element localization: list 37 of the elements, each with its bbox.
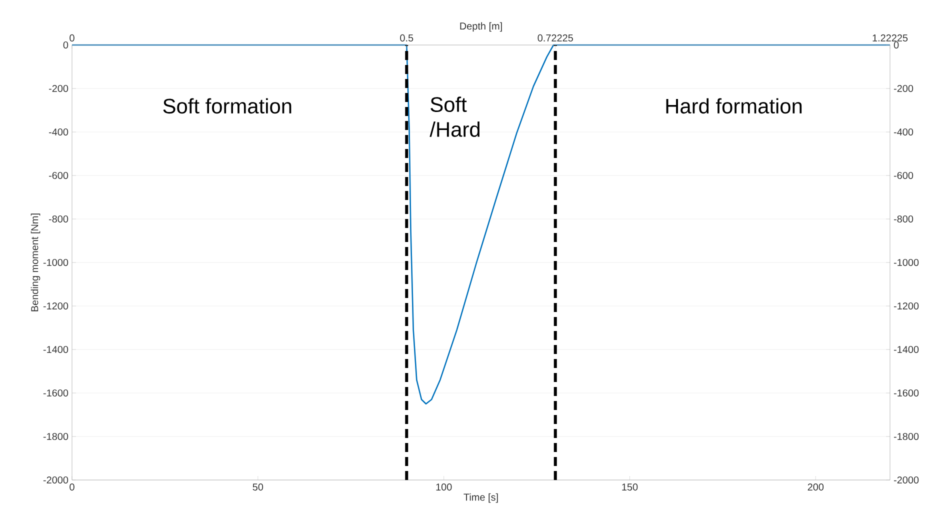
- y-tick-label: -2000: [43, 476, 68, 484]
- y2-tick-label: -2000: [894, 476, 919, 484]
- y2-tick-label: -800: [894, 215, 914, 223]
- y2-tick-label: -1400: [894, 346, 919, 354]
- annotation: Soft formation: [163, 98, 292, 114]
- y-tick-label: 0: [63, 41, 68, 49]
- annotation: Hard formation: [666, 98, 802, 114]
- y2-tick-label: -1800: [894, 432, 919, 440]
- x-tick-label: 0: [70, 484, 74, 491]
- x2-tick-label: 1.22225: [872, 34, 908, 42]
- x-tick-label: 150: [622, 484, 638, 491]
- x2-axis-title: Depth [m]: [460, 22, 502, 32]
- x2-tick-label: 0.5: [400, 34, 414, 42]
- annotation: Soft /Hard: [430, 96, 480, 137]
- y-tick-label: -1600: [43, 389, 68, 397]
- y-tick-label: -800: [48, 215, 68, 223]
- y2-tick-label: -200: [894, 84, 914, 92]
- x-axis-title: Time [s]: [464, 493, 498, 503]
- x2-tick-label: 0.72225: [538, 34, 573, 42]
- y2-tick-label: -1000: [894, 258, 919, 266]
- x-tick-label: 100: [436, 484, 452, 491]
- y-tick-label: -400: [48, 128, 68, 136]
- y-tick-label: -600: [48, 172, 68, 180]
- y2-tick-label: -1200: [894, 302, 919, 310]
- y-tick-label: -1000: [43, 258, 68, 266]
- y2-tick-label: -600: [894, 172, 914, 180]
- y-axis-title: Bending moment [Nm]: [30, 214, 40, 312]
- y2-tick-label: -1600: [894, 389, 919, 397]
- y-tick-label: -200: [48, 84, 68, 92]
- y-tick-label: -1800: [43, 432, 68, 440]
- y2-tick-label: 0: [894, 41, 899, 49]
- x2-tick-label: 0: [70, 34, 74, 42]
- y-tick-label: -1200: [43, 302, 68, 310]
- y-tick-label: -1400: [43, 346, 68, 354]
- x-tick-label: 200: [808, 484, 824, 491]
- y2-tick-label: -400: [894, 128, 914, 136]
- x-tick-label: 50: [252, 484, 264, 491]
